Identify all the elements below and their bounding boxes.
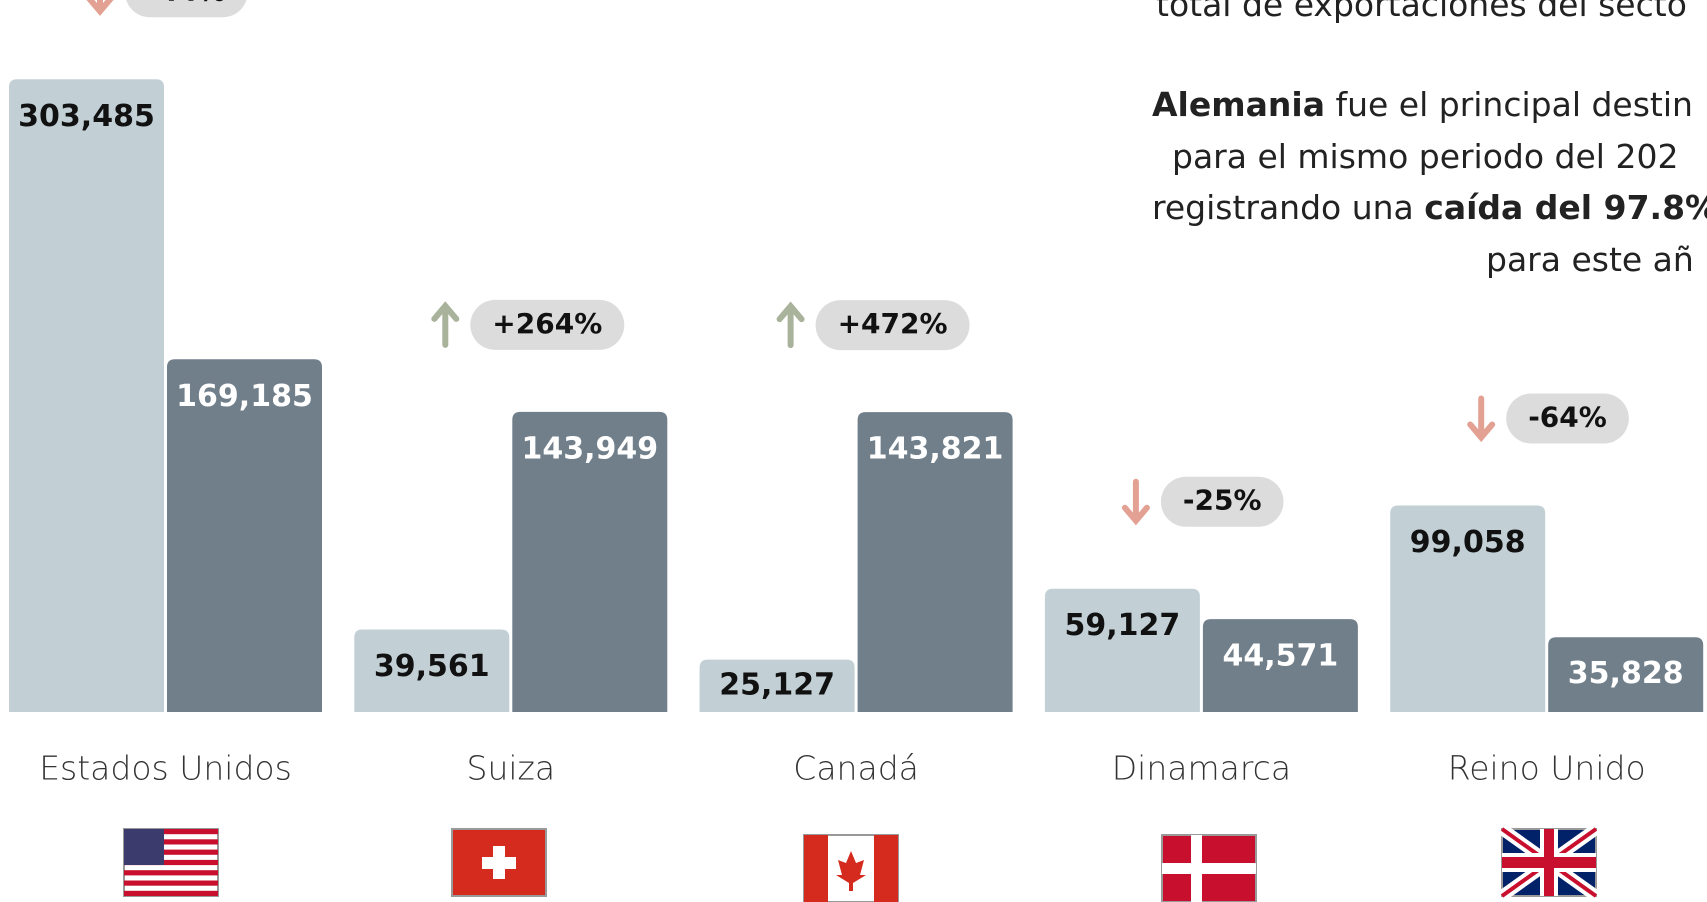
value-label: 35,828 — [1568, 656, 1684, 691]
note-line: registrando una caída del 97.8% — [1152, 188, 1707, 227]
flag-us — [123, 828, 219, 897]
note-line: total de exportaciones del secto — [1156, 0, 1687, 24]
change-arrow — [776, 301, 805, 349]
bar — [1044, 588, 1200, 712]
bar — [167, 359, 322, 712]
text-block: total de exportaciones del secto Alemani… — [1152, 0, 1707, 279]
value-label: 169,185 — [176, 379, 313, 414]
change-badge — [126, 0, 247, 18]
note-line: Alemania fue el principal destin — [1152, 85, 1693, 124]
change-label: -64% — [1528, 400, 1607, 433]
flag-uk — [1498, 824, 1600, 901]
note-text: Alemania — [1152, 85, 1325, 124]
bar — [512, 411, 668, 712]
change-arrow — [1121, 478, 1150, 526]
flag-dk — [1161, 834, 1257, 902]
note-text: registrando una — [1152, 188, 1424, 227]
change-arrow — [86, 0, 114, 16]
change-label: +264% — [492, 307, 602, 340]
note-text: fue el principal destin — [1325, 85, 1693, 124]
bar — [1548, 637, 1704, 712]
change-arrow — [1467, 395, 1496, 443]
value-label: 44,571 — [1223, 639, 1339, 674]
value-label: 25,127 — [719, 667, 835, 702]
x-tick-label: Dinamarca — [1112, 749, 1291, 788]
x-tick-label: Suiza — [467, 749, 556, 788]
change-badge — [815, 300, 970, 351]
value-label: 99,058 — [1410, 525, 1526, 560]
note-text: para el mismo periodo del 202 — [1172, 137, 1678, 176]
note-text: para este añ — [1486, 240, 1694, 279]
bar — [699, 659, 855, 712]
x-tick-label: Reino Unido — [1448, 749, 1646, 788]
value-label: 143,821 — [867, 432, 1004, 467]
change-label: -25% — [1183, 484, 1262, 517]
value-label: 39,561 — [374, 649, 490, 684]
value-label: 303,485 — [18, 99, 155, 134]
bar — [354, 629, 510, 712]
x-tick-label: Canadá — [793, 749, 919, 788]
note-text: total de exportaciones del secto — [1156, 0, 1687, 24]
change-label: +472% — [838, 307, 948, 340]
change-arrow — [431, 301, 460, 348]
value-label: 143,949 — [521, 431, 658, 466]
flag-ca — [803, 834, 899, 902]
change-label: -44% — [147, 0, 226, 7]
flag-ch — [451, 828, 547, 897]
note-text: caída del 97.8% — [1424, 188, 1707, 227]
bar — [857, 412, 1013, 712]
change-badge — [1160, 476, 1284, 527]
value-label: 59,127 — [1065, 608, 1181, 643]
change-badge — [1506, 393, 1629, 444]
bar — [1202, 619, 1358, 712]
note-line: para el mismo periodo del 202 — [1172, 137, 1678, 176]
bar — [9, 79, 164, 712]
x-tick-label: Estados Unidos — [39, 749, 292, 788]
bar — [1390, 505, 1546, 712]
change-badge — [470, 299, 625, 350]
note-line: para este añ — [1486, 240, 1694, 279]
flags — [123, 824, 1600, 902]
